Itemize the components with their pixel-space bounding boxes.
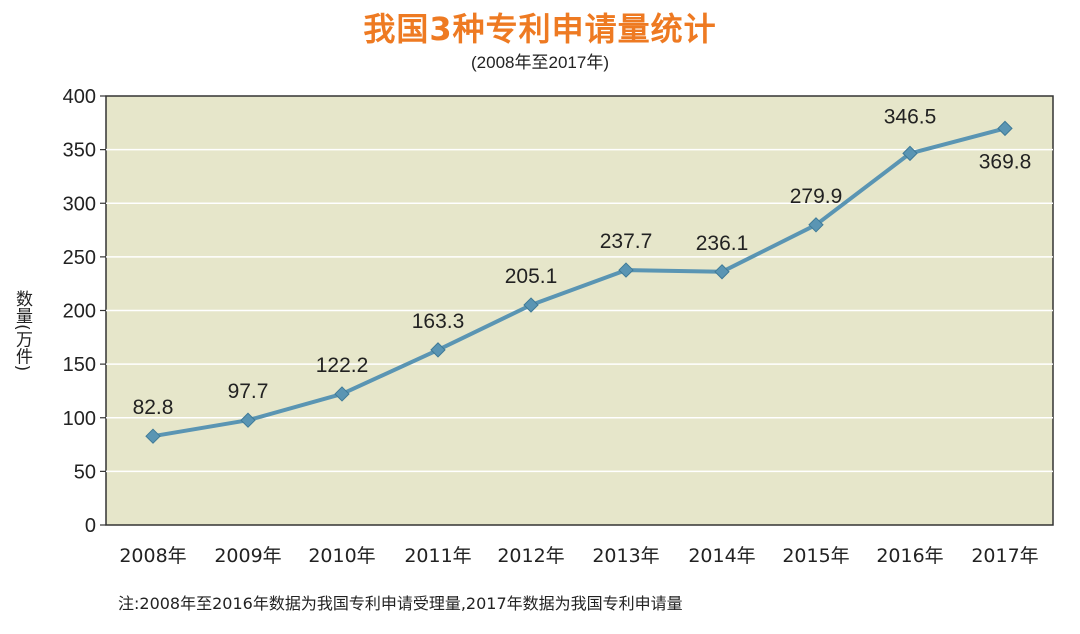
x-tick-label: 2013年 (592, 545, 659, 567)
data-label: 236.1 (696, 232, 749, 255)
y-tick-label: 100 (63, 408, 96, 430)
data-label: 82.8 (133, 396, 174, 419)
data-point-marker (714, 264, 730, 280)
y-axis-label: 数量(万件) (12, 290, 32, 372)
data-point-marker (523, 297, 539, 313)
x-tick-label: 2015年 (782, 545, 849, 567)
y-tick-label: 50 (74, 461, 96, 483)
data-point-marker (240, 412, 256, 428)
data-point-marker (808, 217, 824, 233)
data-label: 279.9 (790, 185, 843, 208)
data-label: 237.7 (600, 230, 653, 253)
data-label: 205.1 (505, 265, 558, 288)
data-label: 97.7 (228, 380, 269, 403)
data-label: 122.2 (316, 354, 369, 377)
x-tick-label: 2016年 (876, 545, 943, 567)
data-label: 346.5 (884, 105, 937, 128)
data-label: 369.8 (979, 150, 1032, 173)
x-tick-label: 2017年 (971, 545, 1038, 567)
x-tick-label: 2008年 (119, 545, 186, 567)
chart-subtitle: (2008年至2017年) (471, 53, 609, 72)
x-tick-label: 2014年 (688, 545, 755, 567)
y-tick-label: 250 (63, 247, 96, 269)
data-point-marker (997, 120, 1013, 137)
x-tick-label: 2010年 (308, 545, 375, 567)
data-point-marker (145, 428, 161, 444)
x-tick-label: 2011年 (404, 545, 471, 567)
y-tick-label: 150 (63, 354, 96, 376)
y-tick-label: 400 (63, 86, 96, 108)
x-tick-label: 2009年 (214, 545, 281, 567)
data-label: 163.3 (412, 310, 465, 333)
y-tick-label: 0 (85, 515, 96, 537)
y-tick-label: 300 (63, 193, 96, 215)
y-tick-label: 350 (63, 140, 96, 162)
data-point-marker (430, 342, 446, 358)
footnote: 注:2008年至2016年数据为我国专利申请受理量,2017年数据为我国专利申请… (118, 594, 683, 613)
y-tick-label: 200 (63, 301, 96, 323)
chart-title: 我国3种专利申请量统计 (363, 10, 717, 48)
data-point-marker (334, 386, 350, 402)
data-point-marker (902, 145, 918, 162)
series-line (152, 126, 1006, 439)
x-tick-label: 2012年 (497, 545, 564, 567)
data-point-marker (618, 262, 634, 278)
line-chart: 0 50 100 150 200 250 300 350 400 2008年 2009年 2010年… (63, 86, 1054, 567)
